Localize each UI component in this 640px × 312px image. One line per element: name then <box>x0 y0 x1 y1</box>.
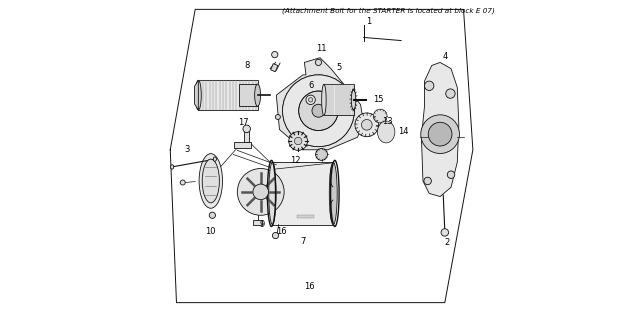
Ellipse shape <box>199 154 223 208</box>
Bar <box>244 129 250 142</box>
Text: 10: 10 <box>205 227 216 236</box>
Text: 16: 16 <box>276 227 286 236</box>
Circle shape <box>243 125 250 133</box>
Circle shape <box>273 232 278 239</box>
Circle shape <box>306 95 316 105</box>
Circle shape <box>420 115 460 154</box>
Circle shape <box>362 119 372 130</box>
Text: 11: 11 <box>316 44 327 53</box>
Bar <box>234 142 251 148</box>
Text: 6: 6 <box>308 81 314 90</box>
Ellipse shape <box>378 121 395 143</box>
Ellipse shape <box>330 162 337 225</box>
Circle shape <box>424 177 431 185</box>
Text: 8: 8 <box>244 61 250 70</box>
Circle shape <box>253 184 269 200</box>
Circle shape <box>312 104 325 117</box>
Circle shape <box>356 124 362 129</box>
Bar <box>297 215 314 218</box>
Ellipse shape <box>195 80 202 110</box>
Circle shape <box>180 180 185 185</box>
Circle shape <box>299 91 338 130</box>
Text: 1: 1 <box>366 17 371 26</box>
Circle shape <box>441 229 449 236</box>
Text: 12: 12 <box>291 156 301 165</box>
Circle shape <box>424 81 434 90</box>
Circle shape <box>428 122 452 146</box>
Polygon shape <box>271 64 278 72</box>
Circle shape <box>237 168 284 215</box>
Ellipse shape <box>213 157 216 161</box>
Ellipse shape <box>170 165 173 169</box>
Ellipse shape <box>322 84 326 115</box>
Circle shape <box>294 137 302 145</box>
Polygon shape <box>276 58 364 150</box>
Polygon shape <box>195 80 198 110</box>
Ellipse shape <box>316 149 328 160</box>
Bar <box>324 84 353 115</box>
Circle shape <box>373 109 387 123</box>
Text: 7: 7 <box>300 237 305 246</box>
Polygon shape <box>421 62 459 197</box>
Circle shape <box>282 75 355 147</box>
Bar <box>239 84 257 106</box>
Text: 9: 9 <box>260 220 265 229</box>
Text: 17: 17 <box>237 118 248 127</box>
Text: 3: 3 <box>185 145 190 154</box>
Text: 5: 5 <box>336 63 341 72</box>
Text: 13: 13 <box>383 117 393 126</box>
Ellipse shape <box>351 90 356 110</box>
Circle shape <box>308 98 313 102</box>
Text: 2: 2 <box>445 238 450 247</box>
Ellipse shape <box>255 84 260 106</box>
Bar <box>273 162 333 225</box>
Circle shape <box>282 75 355 147</box>
Text: (Attachment Bolt for the STARTER is located at block E 07): (Attachment Bolt for the STARTER is loca… <box>282 8 495 14</box>
Text: 16: 16 <box>304 282 314 291</box>
Circle shape <box>447 171 455 178</box>
Bar <box>198 80 257 110</box>
Circle shape <box>316 59 321 66</box>
Text: 14: 14 <box>398 128 408 136</box>
Text: 15: 15 <box>373 95 384 104</box>
Text: 4: 4 <box>442 52 447 61</box>
Ellipse shape <box>269 162 276 225</box>
Ellipse shape <box>202 159 220 203</box>
Circle shape <box>275 115 280 119</box>
Bar <box>253 220 262 225</box>
Circle shape <box>209 212 216 218</box>
Circle shape <box>445 89 455 98</box>
Circle shape <box>355 113 379 137</box>
Circle shape <box>271 51 278 58</box>
Circle shape <box>289 132 307 150</box>
